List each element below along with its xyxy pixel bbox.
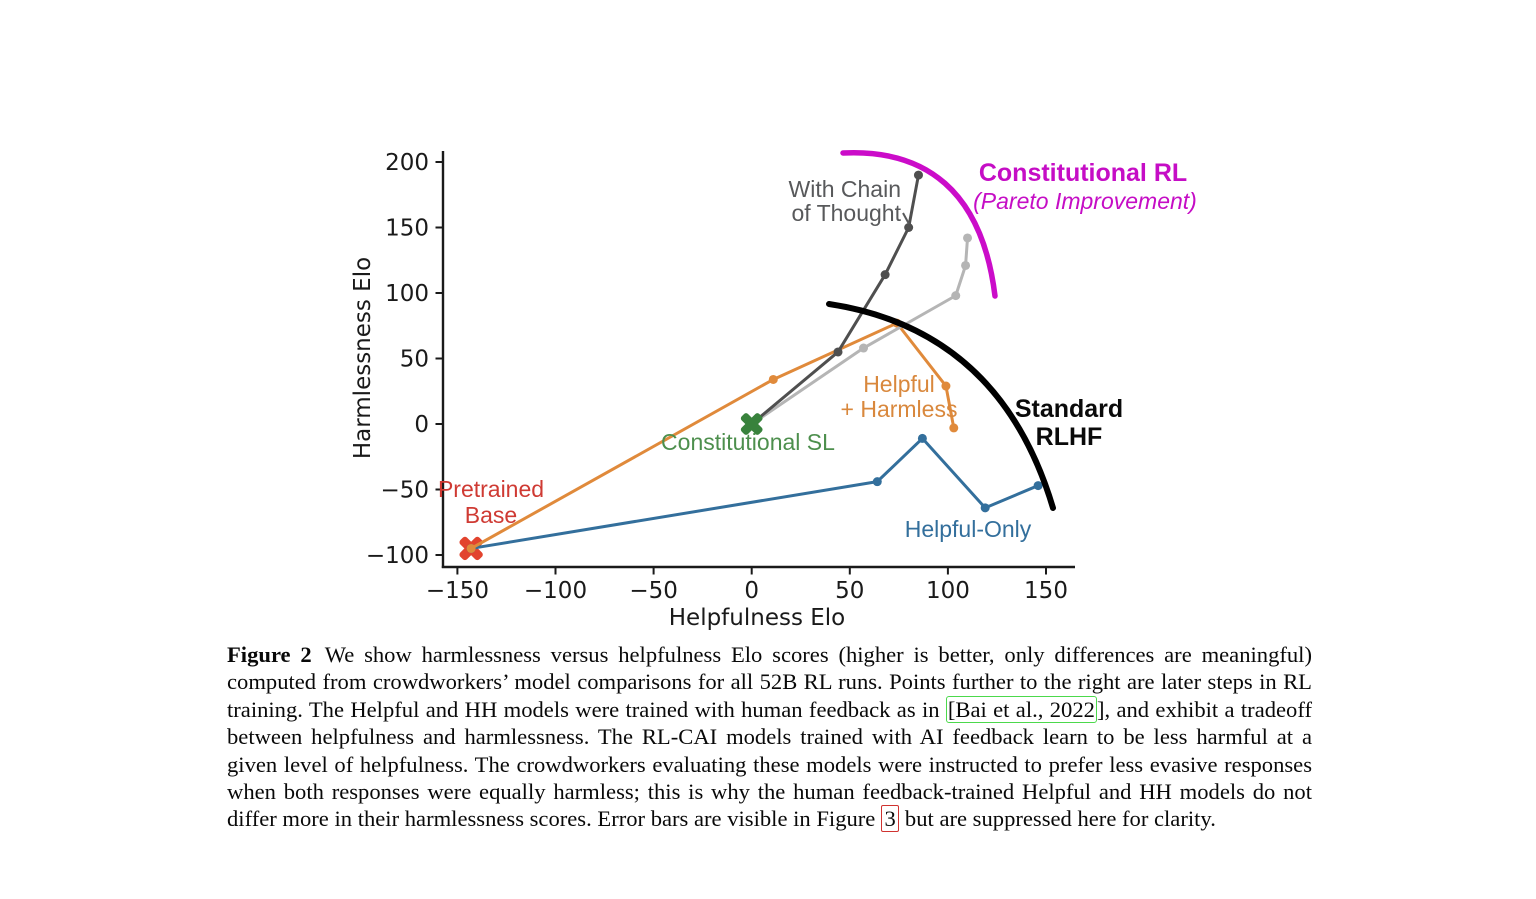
series-helpful-only-point (1033, 481, 1043, 491)
figure-caption: Figure 2 We show harmlessness versus help… (227, 641, 1312, 833)
helpful-harmless-label-line1: Helpful (863, 371, 935, 397)
citation-link-bai-2022[interactable]: [Bai et al., 2022 (945, 695, 1097, 723)
x-tick-label: −100 (524, 578, 587, 604)
pretrained-base-label-line1: Pretrained (438, 476, 544, 502)
helpful-only-label: Helpful-Only (905, 516, 1032, 542)
series-rl-cai-with-chain-of-thought-point (913, 170, 923, 180)
series-rl-cai-point (963, 233, 973, 243)
pareto-improvement-label: (Pareto Improvement) (973, 188, 1197, 214)
series-helpful-only-point (917, 433, 927, 443)
elo-chart: −150 −100 −50 0 50 100 150200150100500−50−100 … (350, 150, 1197, 631)
y-tick-label: −100 (366, 543, 429, 569)
series-rl-cai-point (961, 260, 971, 270)
figure-label: Figure 2 (227, 642, 312, 667)
standard-rlhf-curve (826, 301, 1056, 511)
y-tick-label: 150 (385, 216, 429, 242)
y-tick-label: 100 (385, 281, 429, 307)
caption-text-1: We show harmlessness versus helpfulness … (227, 642, 1312, 722)
series-helpful-harmless-point (949, 423, 959, 433)
helpful-harmless-label-line2: + Harmless (841, 396, 958, 422)
constitutional-sl-marker (740, 413, 763, 435)
x-tick-label: 50 (835, 578, 864, 604)
y-tick-label: 200 (385, 150, 429, 176)
y-tick-label: 0 (414, 412, 429, 438)
standard-rlhf-label-line1: Standard (1015, 395, 1123, 423)
series-helpful-only-point (980, 503, 990, 513)
series-rl-cai-with-chain-of-thought-point (904, 223, 914, 232)
x-tick-label: 150 (1024, 578, 1068, 604)
x-axis-label: Helpfulness Elo (669, 605, 846, 631)
y-tick-label: 50 (400, 347, 429, 373)
with-chain-of-thought-label-line1: With Chain (789, 176, 901, 202)
series-helpful-harmless-point (941, 381, 951, 391)
constitutional-rl-label: Constitutional RL (979, 159, 1187, 187)
series-helpful-harmless-point (768, 374, 778, 384)
constitutional-sl-label: Constitutional SL (661, 429, 835, 455)
standard-rlhf-label-line2: RLHF (1036, 423, 1103, 451)
series-helpful-only-point (872, 477, 882, 487)
series-rl-cai-point (951, 291, 961, 301)
with-chain-of-thought-label-line2: of Thought (791, 200, 901, 226)
series-helpful-harmless-point (466, 543, 476, 553)
series-rl-cai-point (859, 343, 869, 353)
y-axis-label: Harmlessness Elo (350, 257, 376, 459)
caption-text-3: but are suppressed here for clarity. (899, 806, 1216, 832)
series-rl-cai-with-chain-of-thought-point (833, 347, 843, 357)
x-tick-label: −150 (426, 578, 489, 604)
series-rl-cai-with-chain-of-thought-point (880, 270, 890, 280)
constitutional-rl-curve (840, 150, 998, 299)
y-tick-label: −50 (380, 478, 429, 504)
caption-text-2: ], and exhibit a tradeoff between helpfu… (227, 696, 1312, 832)
pretrained-base-label-line2: Base (465, 502, 517, 528)
figure-3-link[interactable]: 3 (880, 805, 900, 833)
x-tick-label: 100 (926, 578, 970, 604)
with-chain-leader-line (902, 212, 910, 225)
x-tick-label: 0 (744, 578, 759, 604)
x-tick-label: −50 (629, 578, 678, 604)
